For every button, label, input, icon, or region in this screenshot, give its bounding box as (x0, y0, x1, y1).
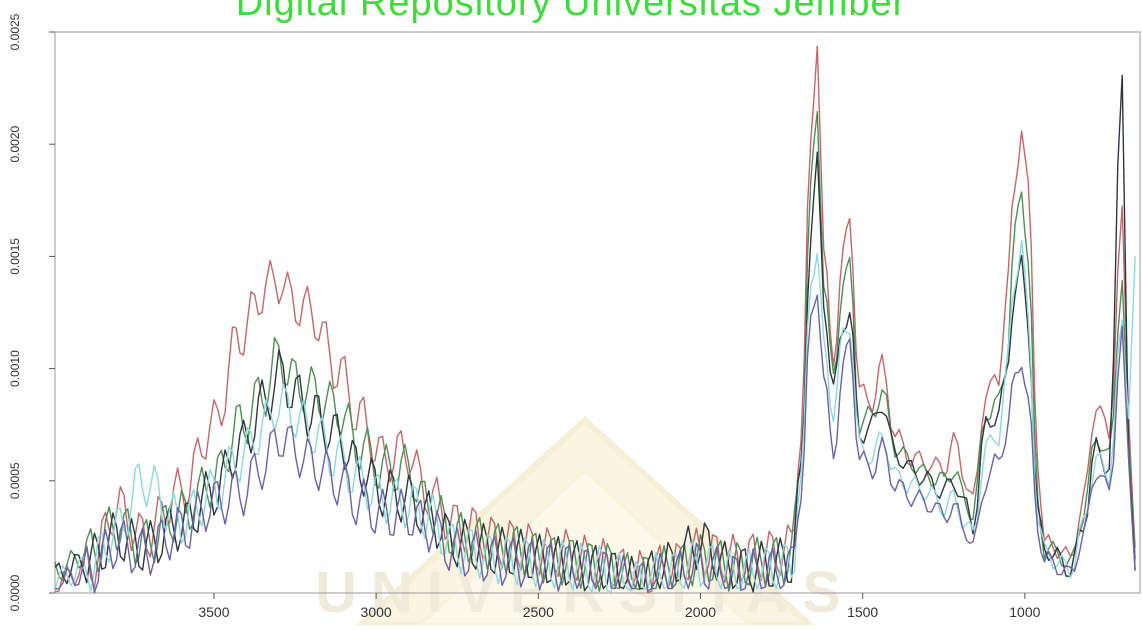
spectrum-series-5 (54, 294, 1136, 594)
watermark-title: Digital Repository Universitas Jember (235, 0, 907, 24)
x-tick-label: 3500 (198, 604, 229, 620)
x-tick-label: 2000 (685, 604, 716, 620)
x-axis: 3500 3000 2500 2000 1500 1000 (198, 593, 1041, 620)
y-tick-label: 0.0015 (8, 238, 22, 275)
x-tick-label: 1500 (847, 604, 878, 620)
y-tick-label: 0.0010 (8, 350, 22, 387)
spectrum-series-1 (54, 45, 1136, 594)
x-tick-label: 3000 (361, 604, 392, 620)
x-tick-label: 1000 (1009, 604, 1040, 620)
spectrum-series-3 (54, 74, 1136, 593)
x-tick-label: 2500 (523, 604, 554, 620)
y-tick-label: 0.0025 (8, 13, 22, 50)
series-layer (54, 45, 1136, 594)
y-axis: 0.0000 0.0005 0.0010 0.0015 0.0020 0.0025 (8, 13, 55, 611)
spectrum-series-2 (54, 111, 1136, 592)
y-tick-label: 0.0000 (8, 574, 22, 611)
y-tick-label: 0.0020 (8, 126, 22, 163)
plot-frame (54, 31, 1141, 594)
y-tick-label: 0.0005 (8, 462, 22, 499)
